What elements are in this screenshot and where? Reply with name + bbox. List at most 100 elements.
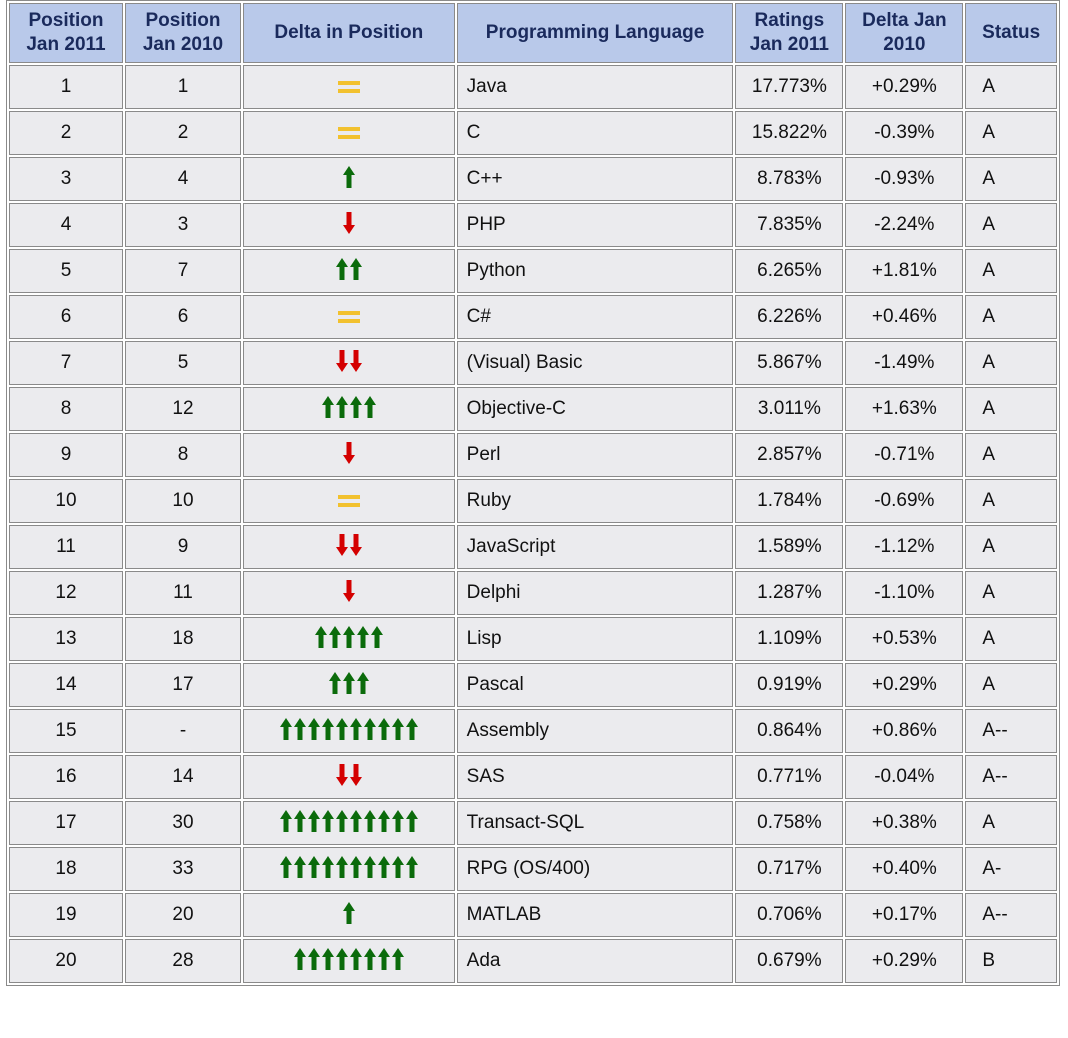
delta-indicator — [342, 164, 356, 190]
position-2010-cell: 18 — [124, 617, 241, 661]
arrow-up-icon — [391, 810, 404, 832]
arrow-down-icon — [335, 764, 348, 786]
delta-position-cell — [242, 525, 455, 569]
arrow-up-icon — [342, 902, 355, 924]
delta-position-cell — [242, 709, 455, 753]
delta-position-cell — [242, 939, 455, 983]
position-2010-cell: 33 — [124, 847, 241, 891]
arrow-up-icon — [279, 810, 292, 832]
arrow-up-icon — [405, 718, 418, 740]
arrow-up-icon — [349, 258, 362, 280]
status-cell: A — [965, 295, 1057, 339]
delta-indicator — [279, 854, 419, 880]
position-2010-cell: 8 — [124, 433, 241, 477]
delta-indicator — [342, 578, 356, 604]
language-ranking-table: Position Jan 2011 Position Jan 2010 Delt… — [6, 0, 1060, 986]
position-2010-cell: 30 — [124, 801, 241, 845]
delta-indicator — [337, 74, 360, 100]
arrow-up-icon — [293, 810, 306, 832]
arrow-up-icon — [363, 718, 376, 740]
position-2011-cell: 19 — [9, 893, 123, 937]
position-2011-cell: 16 — [9, 755, 123, 799]
language-cell: Ada — [456, 939, 734, 983]
position-2010-cell: 6 — [124, 295, 241, 339]
table-row: 14 17 Pascal 0.919% +0.29% A — [9, 663, 1057, 707]
position-2010-cell: 4 — [124, 157, 241, 201]
delta-indicator — [342, 440, 356, 466]
position-2010-cell: 20 — [124, 893, 241, 937]
delta-position-cell — [242, 801, 455, 845]
arrow-up-icon — [356, 626, 369, 648]
header-delta-ratings[interactable]: Delta Jan 2010 — [845, 3, 964, 63]
position-2011-cell: 1 — [9, 65, 123, 109]
rating-cell: 3.011% — [735, 387, 844, 431]
arrow-up-icon — [279, 718, 292, 740]
header-delta-position[interactable]: Delta in Position — [242, 3, 455, 63]
rating-delta-cell: -1.12% — [845, 525, 964, 569]
delta-position-cell — [242, 111, 455, 155]
header-ratings[interactable]: Ratings Jan 2011 — [735, 3, 844, 63]
status-cell: A — [965, 203, 1057, 247]
delta-indicator — [337, 304, 360, 330]
language-cell: RPG (OS/400) — [456, 847, 734, 891]
arrow-down-icon — [349, 764, 362, 786]
rating-cell: 1.287% — [735, 571, 844, 615]
arrow-up-icon — [391, 718, 404, 740]
header-position-2011[interactable]: Position Jan 2011 — [9, 3, 123, 63]
table-row: 8 12 Objective-C 3.011% +1.63% A — [9, 387, 1057, 431]
header-status[interactable]: Status — [965, 3, 1057, 63]
rating-delta-cell: -0.71% — [845, 433, 964, 477]
delta-position-cell — [242, 479, 455, 523]
arrow-up-icon — [377, 856, 390, 878]
delta-position-cell — [242, 203, 455, 247]
arrow-up-icon — [405, 856, 418, 878]
arrow-up-icon — [363, 810, 376, 832]
header-position-2010[interactable]: Position Jan 2010 — [124, 3, 241, 63]
arrow-up-icon — [335, 258, 348, 280]
table-row: 18 33 RPG (OS/400) 0.717% +0.40% A- — [9, 847, 1057, 891]
header-programming-language[interactable]: Programming Language — [456, 3, 734, 63]
rating-delta-cell: +0.46% — [845, 295, 964, 339]
position-2011-cell: 14 — [9, 663, 123, 707]
rating-delta-cell: +0.17% — [845, 893, 964, 937]
table-row: 5 7 Python 6.265% +1.81% A — [9, 249, 1057, 293]
position-2010-cell: 11 — [124, 571, 241, 615]
delta-indicator — [337, 488, 360, 514]
arrow-up-icon — [349, 948, 362, 970]
table-row: 20 28 Ada 0.679% +0.29% B — [9, 939, 1057, 983]
table-row: 12 11 Delphi 1.287% -1.10% A — [9, 571, 1057, 615]
rating-cell: 0.679% — [735, 939, 844, 983]
arrow-up-icon — [335, 718, 348, 740]
arrow-up-icon — [377, 948, 390, 970]
language-cell: Objective-C — [456, 387, 734, 431]
language-cell: Pascal — [456, 663, 734, 707]
delta-position-cell — [242, 341, 455, 385]
arrow-up-icon — [314, 626, 327, 648]
language-cell: C++ — [456, 157, 734, 201]
delta-indicator — [335, 256, 363, 282]
delta-position-cell — [242, 387, 455, 431]
language-cell: Java — [456, 65, 734, 109]
delta-indicator — [335, 532, 363, 558]
rating-cell: 0.919% — [735, 663, 844, 707]
arrow-up-icon — [321, 718, 334, 740]
delta-indicator — [342, 900, 356, 926]
position-2010-cell: 10 — [124, 479, 241, 523]
arrow-up-icon — [307, 718, 320, 740]
arrow-up-icon — [279, 856, 292, 878]
arrow-down-icon — [342, 212, 355, 234]
delta-indicator — [328, 670, 370, 696]
delta-position-cell — [242, 249, 455, 293]
status-cell: A — [965, 617, 1057, 661]
arrow-up-icon — [349, 396, 362, 418]
arrow-up-icon — [307, 948, 320, 970]
rating-cell: 5.867% — [735, 341, 844, 385]
delta-position-cell — [242, 571, 455, 615]
status-cell: A — [965, 65, 1057, 109]
delta-position-cell — [242, 617, 455, 661]
delta-indicator — [314, 624, 384, 650]
arrow-up-icon — [370, 626, 383, 648]
status-cell: A- — [965, 847, 1057, 891]
status-cell: A — [965, 157, 1057, 201]
table-header-row: Position Jan 2011 Position Jan 2010 Delt… — [9, 3, 1057, 63]
